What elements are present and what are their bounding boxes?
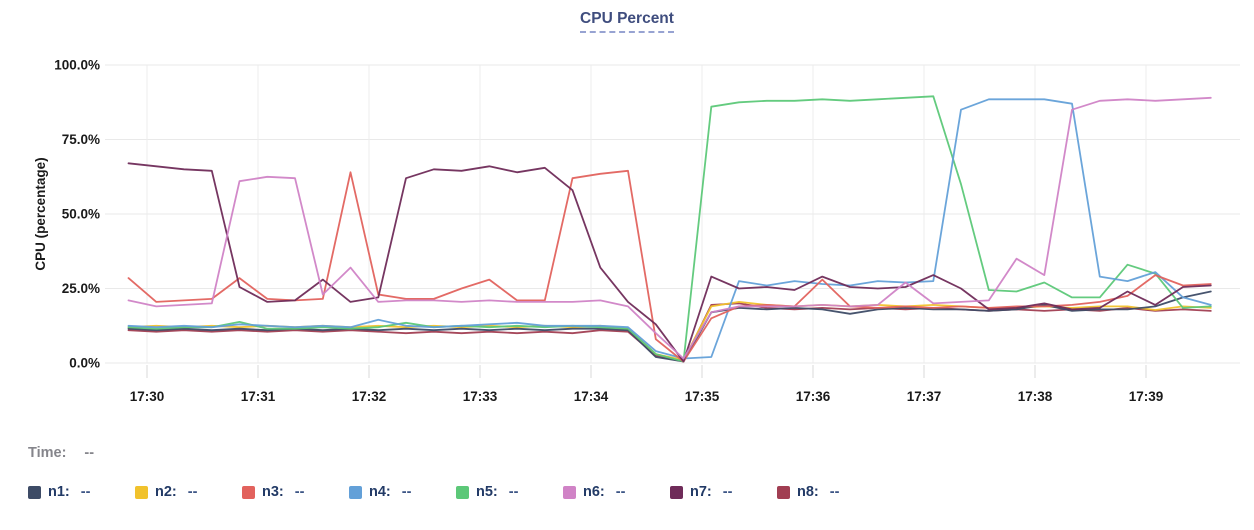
series-n8-line: [127, 302, 1212, 363]
y-tick-label: 0.0%: [69, 356, 100, 371]
legend-value-n7: --: [722, 484, 733, 500]
time-value: --: [84, 445, 95, 461]
legend-swatch-n4: [349, 485, 362, 499]
x-tick-label: 17:30: [130, 389, 165, 404]
x-tick-label: 17:36: [796, 389, 831, 404]
legend-label-n3: n3:: [262, 484, 284, 500]
legend-value-n1: --: [80, 484, 91, 500]
x-tick-label: 17:32: [352, 389, 387, 404]
legend-value-n8: --: [829, 484, 840, 500]
legend-label-n1: n1:: [48, 484, 70, 500]
legend-item-n7[interactable]: n7: --: [670, 484, 777, 500]
y-tick-label: 100.0%: [54, 58, 100, 73]
legend-label-n2: n2:: [155, 484, 177, 500]
legend-item-n2[interactable]: n2: --: [135, 484, 242, 500]
series-n4-line: [127, 98, 1212, 360]
y-tick-label: 75.0%: [62, 132, 100, 147]
legend-item-n3[interactable]: n3: --: [242, 484, 349, 500]
legend-label-n6: n6:: [583, 484, 605, 500]
legend-label-n4: n4:: [369, 484, 391, 500]
legend-label-n5: n5:: [476, 484, 498, 500]
legend-swatch-n8: [777, 485, 790, 499]
legend-swatch-n7: [670, 485, 683, 499]
hover-time-row: Time: --: [28, 445, 94, 461]
legend-item-n4[interactable]: n4: --: [349, 484, 456, 500]
series-n6-line: [127, 96, 1212, 360]
x-tick-label: 17:37: [907, 389, 942, 404]
legend-item-n5[interactable]: n5: --: [456, 484, 563, 500]
series-n3-line: [127, 169, 1212, 363]
legend-swatch-n2: [135, 485, 148, 499]
series-n7-line: [127, 162, 1212, 363]
legend-value-n4: --: [401, 484, 412, 500]
x-tick-label: 17:34: [574, 389, 609, 404]
legend-label-n8: n8:: [797, 484, 819, 500]
x-tick-label: 17:38: [1018, 389, 1053, 404]
chart-header: CPU Percent: [0, 10, 1254, 33]
legend-swatch-n5: [456, 485, 469, 499]
x-tick-label: 17:33: [463, 389, 498, 404]
x-tick-label: 17:35: [685, 389, 720, 404]
legend-swatch-n6: [563, 485, 576, 499]
y-axis-title: CPU (percentage): [33, 157, 48, 270]
legend-value-n2: --: [187, 484, 198, 500]
legend-item-n1[interactable]: n1: --: [28, 484, 135, 500]
y-tick-label: 50.0%: [62, 207, 100, 222]
x-tick-label: 17:31: [241, 389, 276, 404]
x-tick-label: 17:39: [1129, 389, 1164, 404]
legend-value-n3: --: [294, 484, 305, 500]
legend-label-n7: n7:: [690, 484, 712, 500]
series-n5-line: [127, 95, 1212, 363]
legend-swatch-n1: [28, 485, 41, 499]
legend-value-n5: --: [508, 484, 519, 500]
legend-swatch-n3: [242, 485, 255, 499]
legend-item-n6[interactable]: n6: --: [563, 484, 670, 500]
legend-item-n8[interactable]: n8: --: [777, 484, 884, 500]
legend-value-n6: --: [615, 484, 626, 500]
cpu-line-chart[interactable]: 100.0% 75.0% 50.0% 25.0% 0.0% 17:30 17:31 17:32…: [0, 0, 1254, 430]
time-label: Time:: [28, 445, 67, 461]
series-legend: n1: -- n2: -- n3: -- n4: -- n5: -- n6: -- n7: -- n8: --: [28, 484, 884, 500]
chart-title[interactable]: CPU Percent: [580, 10, 674, 33]
y-tick-label: 25.0%: [62, 281, 100, 296]
